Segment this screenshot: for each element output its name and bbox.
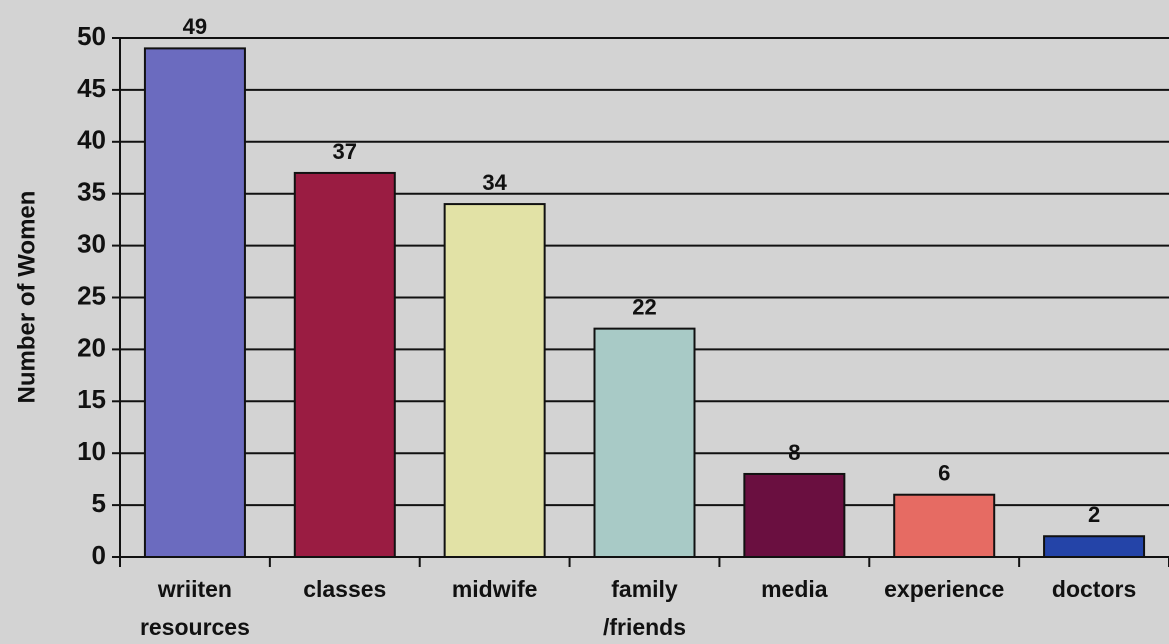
value-label: 34 xyxy=(482,170,507,195)
x-tick-label: experience xyxy=(884,576,1004,602)
y-tick-label: 25 xyxy=(77,280,106,310)
x-tick-label: doctors xyxy=(1052,576,1136,602)
y-tick-label: 5 xyxy=(92,488,106,518)
x-tick-label-line: doctors xyxy=(1052,576,1136,602)
x-tick-label-line: experience xyxy=(884,576,1004,602)
x-tick-label-line: classes xyxy=(303,576,386,602)
value-label: 2 xyxy=(1088,502,1100,527)
value-label: 49 xyxy=(183,14,207,39)
x-tick-label: media xyxy=(761,576,828,602)
x-tick-label: midwife xyxy=(452,576,538,602)
value-label: 22 xyxy=(632,294,656,319)
value-label: 6 xyxy=(938,461,950,486)
y-tick-label: 30 xyxy=(77,228,106,258)
y-tick-label: 35 xyxy=(77,177,106,207)
x-tick-label-line: media xyxy=(761,576,828,602)
x-tick-label-line: resources xyxy=(140,614,250,640)
bar xyxy=(743,472,846,558)
y-tick-label: 50 xyxy=(77,21,106,51)
bar xyxy=(293,171,396,558)
x-tick-label-line: family xyxy=(611,576,678,602)
bar xyxy=(593,327,696,559)
x-tick-label: classes xyxy=(303,576,386,602)
y-tick-label: 20 xyxy=(77,332,106,362)
x-tick-label-line: midwife xyxy=(452,576,538,602)
bar xyxy=(143,47,246,558)
y-axis-label: Number of Women xyxy=(13,191,40,404)
x-tick-label: wriiten resources xyxy=(140,576,250,640)
bar xyxy=(893,493,996,558)
value-label: 8 xyxy=(788,440,800,465)
x-tick-label-line: /friends xyxy=(603,614,686,640)
value-label: 37 xyxy=(333,139,357,164)
bar xyxy=(1043,535,1146,558)
y-tick-label: 0 xyxy=(92,540,106,570)
y-tick-label: 40 xyxy=(77,125,106,155)
x-tick-label: family/friends xyxy=(603,576,686,640)
x-tick-label-line: wriiten xyxy=(157,576,232,602)
y-tick-label: 15 xyxy=(77,384,106,414)
y-tick-label: 10 xyxy=(77,436,106,466)
y-tick-label: 45 xyxy=(77,73,106,103)
bar xyxy=(443,203,546,559)
